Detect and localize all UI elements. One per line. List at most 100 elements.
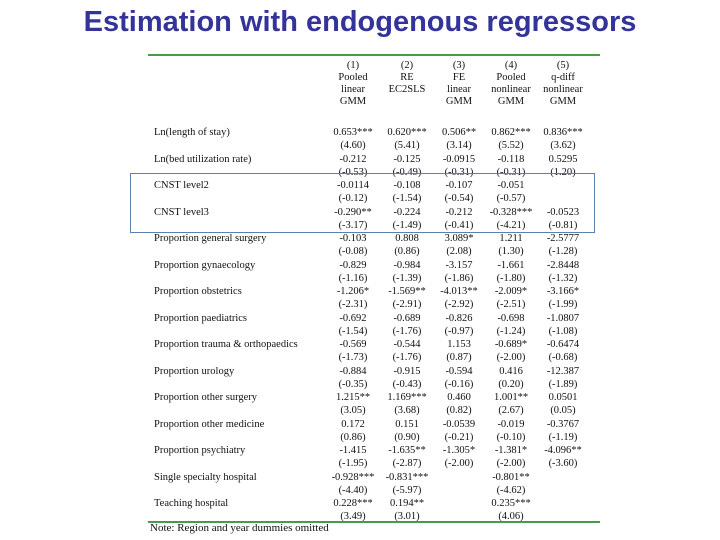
regression-table: (1) Pooled linear GMM (2) RE EC2SLS (3) FE linea… xyxy=(148,54,600,524)
table-cell: 0.620*** xyxy=(387,127,427,138)
table-cell: -0.224 xyxy=(393,206,421,218)
table-cell: 1.215** xyxy=(335,392,371,403)
table-cell: -1.661 xyxy=(497,259,525,271)
column-header-2: (2) RE EC2SLS xyxy=(380,60,434,108)
coefficient-row: Proportion paediatrics -0.692 -0.689 -0.826… xyxy=(148,312,600,325)
column-header-line: (3) xyxy=(452,60,466,71)
table-cell: (0.86) xyxy=(340,431,366,443)
row-label: Proportion urology xyxy=(154,365,235,377)
column-header-line xyxy=(380,96,434,108)
table-cell: (3.62) xyxy=(550,140,576,152)
column-header-3: (3) FE linear GMM xyxy=(432,60,486,108)
table-cell: 0.194** xyxy=(389,498,425,509)
row-label: Proportion trauma & orthopaedics xyxy=(154,339,298,350)
table-cell: (5.41) xyxy=(394,140,420,152)
column-header-line: GMM xyxy=(497,96,525,107)
table-cell: (-1.80) xyxy=(496,272,526,284)
row-label: Proportion psychiatry xyxy=(154,445,246,456)
table-cell: (3.05) xyxy=(340,405,366,417)
table-cell: (-0.81) xyxy=(548,219,578,231)
table-cell: (-1.95) xyxy=(338,458,368,470)
coefficient-row: CNST level3 -0.290** -0.224 -0.212 -0.328***… xyxy=(148,206,600,219)
table-cell: (-1.54) xyxy=(338,325,368,337)
table-cell: -0.0114 xyxy=(337,180,369,191)
table-cell: 0.416 xyxy=(499,365,523,377)
column-header-line: (2) xyxy=(400,60,414,71)
tstat-row: (-1.54) (-1.76) (-0.97) (-1.24) (-1.08) xyxy=(148,325,600,338)
table-cell: -0.6474 xyxy=(546,339,580,350)
table-cell: -0.125 xyxy=(393,153,421,165)
column-header-4: (4) Pooled nonlinear GMM xyxy=(484,60,538,108)
table-cell: (1.20) xyxy=(550,166,576,178)
row-label: Teaching hospital xyxy=(154,498,229,509)
table-cell: -0.884 xyxy=(339,365,367,377)
table-cell: (-0.10) xyxy=(496,431,526,443)
coefficient-row: Ln(bed utilization rate) -0.212 -0.125 -0.0… xyxy=(148,153,600,166)
table-cell: (-2.92) xyxy=(444,299,474,311)
table-cell: -3.157 xyxy=(445,259,473,271)
table-cell: (-2.51) xyxy=(496,299,526,311)
column-header-line: Pooled xyxy=(496,72,526,83)
table-cell: -1.569** xyxy=(388,286,426,297)
table-cell: (0.82) xyxy=(446,405,472,417)
table-cell: -0.0523 xyxy=(546,206,580,218)
table-cell: (-0.97) xyxy=(444,325,474,337)
table-cell: -0.692 xyxy=(339,312,367,324)
column-header-line: (5) xyxy=(556,60,570,71)
tstat-row: (4.60) (5.41) (3.14) (5.52) (3.62) xyxy=(148,139,600,152)
table-cell: -1.206* xyxy=(336,286,370,297)
table-cell: 0.5295 xyxy=(548,153,578,165)
table-cell: (-5.97) xyxy=(392,484,422,496)
table-cell: (-3.17) xyxy=(338,219,368,231)
column-header-5: (5) q-diff nonlinear GMM xyxy=(536,60,590,108)
table-cell: -0.544 xyxy=(393,339,421,350)
table-cell: (-1.54) xyxy=(392,193,422,205)
table-cell: 0.862*** xyxy=(491,127,531,138)
table-cell: -0.801** xyxy=(492,471,530,483)
coefficient-row: CNST level2 -0.0114 -0.108 -0.107 -0.051 xyxy=(148,179,600,192)
table-cell: -0.594 xyxy=(445,365,473,377)
row-label: Proportion gynaecology xyxy=(154,259,256,271)
table-cell: -0.051 xyxy=(497,180,525,191)
table-cell: (-2.31) xyxy=(338,299,368,311)
table-cell: 0.506** xyxy=(441,127,477,138)
table-cell: -0.328*** xyxy=(489,206,533,218)
tstat-row: (-2.31) (-2.91) (-2.92) (-2.51) (-1.99) xyxy=(148,298,600,311)
table-cell: (1.30) xyxy=(498,246,524,258)
column-header-line: EC2SLS xyxy=(388,84,426,95)
tstat-row: (-1.16) (-1.39) (-1.86) (-1.80) (-1.32) xyxy=(148,272,600,285)
table-note: Note: Region and year dummies omitted xyxy=(150,522,329,534)
column-header-line: nonlinear xyxy=(543,84,583,95)
table-cell: (-1.16) xyxy=(338,272,368,284)
table-cell: (-0.53) xyxy=(338,166,368,178)
table-cell: -0.103 xyxy=(339,233,367,244)
table-cell: 0.235*** xyxy=(491,498,531,509)
table-cell: (-1.89) xyxy=(548,378,578,390)
table-cell: (-2.00) xyxy=(496,352,526,364)
table-cell: -0.019 xyxy=(497,418,525,430)
table-cell: (3.14) xyxy=(446,140,472,152)
table-cell: (-0.12) xyxy=(338,193,368,205)
table-cell: 1.211 xyxy=(499,233,523,244)
row-label: Proportion other surgery xyxy=(154,392,258,403)
table-cell: (-2.87) xyxy=(392,458,422,470)
table-cell: (-1.24) xyxy=(496,325,526,337)
row-label: Proportion paediatrics xyxy=(154,312,248,324)
tstat-row: (-0.12) (-1.54) (-0.54) (-0.57) xyxy=(148,192,600,205)
table-cell: -0.0915 xyxy=(442,153,476,165)
slide-title: Estimation with endogenous regressors xyxy=(83,6,637,38)
table-cell: -0.689 xyxy=(393,312,421,324)
table-header: (1) Pooled linear GMM (2) RE EC2SLS (3) FE linea… xyxy=(148,60,600,120)
table-cell: -0.3767 xyxy=(546,418,580,430)
table-cell: (4.06) xyxy=(498,511,524,523)
table-cell: (0.20) xyxy=(498,378,524,390)
table-cell: (2.67) xyxy=(498,405,524,417)
coefficient-row: Proportion trauma & orthopaedics -0.569 -0… xyxy=(148,338,600,351)
table-cell: (2.08) xyxy=(446,246,472,258)
table-cell: -0.118 xyxy=(497,153,525,165)
coefficient-row: Proportion urology -0.884 -0.915 -0.594 0.41… xyxy=(148,365,600,378)
table-cell: (-1.86) xyxy=(444,272,474,284)
row-label: Ln(length of stay) xyxy=(154,127,230,138)
table-cell: (-0.68) xyxy=(548,352,578,364)
coefficient-row: Single specialty hospital -0.928*** -0.831… xyxy=(148,471,600,484)
